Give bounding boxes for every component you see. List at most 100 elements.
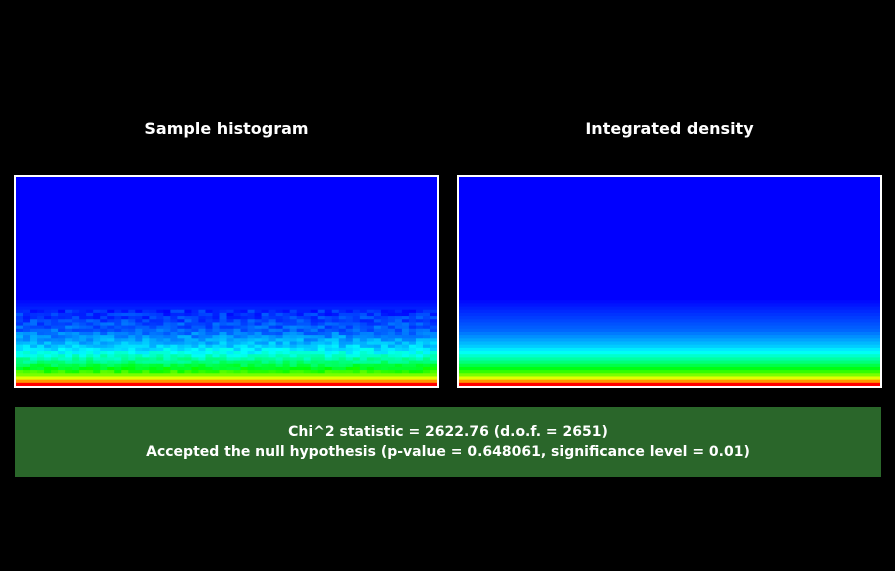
heatmap-cell	[72, 331, 80, 336]
heatmap-cell	[352, 331, 361, 336]
heatmap-cell	[163, 331, 171, 336]
heatmap-cell	[100, 312, 108, 317]
heatmap-cell	[310, 335, 319, 339]
heatmap-cell	[79, 347, 87, 352]
heatmap-cell	[142, 360, 150, 365]
heatmap-cell	[135, 360, 143, 365]
heatmap-cell	[324, 331, 333, 336]
heatmap-cell	[51, 331, 59, 336]
heatmap-cell	[121, 357, 129, 362]
heatmap-cell	[23, 322, 31, 327]
heatmap-cell	[212, 341, 221, 346]
heatmap-cell	[198, 366, 207, 371]
heatmap-cell	[415, 325, 424, 330]
heatmap-cell	[415, 338, 424, 343]
heatmap-cell	[37, 357, 45, 362]
heatmap-cell	[338, 354, 347, 358]
heatmap-cell	[233, 335, 242, 339]
heatmap-row	[459, 306, 880, 311]
heatmap-cell	[303, 331, 312, 336]
chi-square-statistic-text: Chi^2 statistic = 2622.76 (d.o.f. = 2651…	[288, 424, 608, 440]
heatmap-cell	[303, 347, 312, 352]
heatmap-cell	[65, 319, 73, 324]
heatmap-cell	[86, 322, 94, 327]
heatmap-cell	[121, 341, 129, 346]
heatmap-row	[459, 331, 880, 336]
heatmap-cell	[380, 363, 389, 368]
heatmap-cell	[380, 370, 389, 374]
heatmap-cell	[184, 366, 193, 371]
heatmap-cell	[86, 354, 94, 358]
heatmap-cell	[191, 351, 200, 355]
heatmap-cell	[247, 319, 256, 324]
heatmap-cell	[317, 351, 326, 355]
heatmap-cell	[422, 363, 431, 368]
heatmap-cell	[44, 335, 52, 339]
heatmap-cell	[212, 354, 221, 358]
heatmap-cell	[135, 363, 143, 368]
heatmap-cell	[268, 360, 277, 365]
heatmap-cell	[247, 351, 256, 355]
heatmap-cell	[247, 309, 256, 314]
heatmap-cell	[289, 357, 298, 362]
heatmap-cell	[205, 309, 214, 314]
heatmap-cell	[79, 319, 87, 324]
heatmap-cell	[198, 319, 207, 324]
heatmap-cell	[233, 347, 242, 352]
sample-histogram-canvas	[16, 177, 437, 386]
heatmap-cell	[58, 366, 66, 371]
heatmap-cell	[93, 328, 101, 333]
heatmap-cell	[23, 331, 31, 336]
heatmap-cell	[72, 338, 80, 343]
heatmap-cell	[240, 363, 249, 368]
heatmap-cell	[233, 351, 242, 355]
heatmap-cell	[289, 319, 298, 324]
heatmap-row	[459, 319, 880, 324]
heatmap-cell	[373, 338, 382, 343]
heatmap-cell	[205, 360, 214, 365]
heatmap-cell	[149, 331, 157, 336]
heatmap-cell	[310, 322, 319, 327]
heatmap-cell	[121, 354, 129, 358]
heatmap-cell	[387, 344, 396, 349]
heatmap-cell	[58, 351, 66, 355]
heatmap-cell	[415, 370, 424, 374]
heatmap-cell	[37, 319, 45, 324]
heatmap-cell	[100, 316, 108, 320]
heatmap-cell	[44, 354, 52, 358]
heatmap-cell	[114, 347, 122, 352]
heatmap-cell	[23, 309, 31, 314]
heatmap-cell	[268, 357, 277, 362]
heatmap-row	[459, 363, 880, 368]
heatmap-cell	[93, 325, 101, 330]
heatmap-cell	[226, 363, 235, 368]
heatmap-cell	[219, 312, 228, 317]
heatmap-cell	[240, 347, 249, 352]
heatmap-cell	[422, 341, 431, 346]
heatmap-cell	[380, 347, 389, 352]
heatmap-cell	[30, 338, 38, 343]
heatmap-cell	[261, 331, 270, 336]
heatmap-cell	[338, 347, 347, 352]
heatmap-cell	[184, 316, 193, 320]
heatmap-cell	[184, 312, 193, 317]
heatmap-cell	[212, 360, 221, 365]
heatmap-cell	[387, 354, 396, 358]
heatmap-cell	[16, 351, 24, 355]
heatmap-row	[459, 325, 880, 330]
heatmap-cell	[387, 366, 396, 371]
heatmap-cell	[429, 354, 437, 358]
heatmap-cell	[240, 328, 249, 333]
heatmap-cell	[422, 335, 431, 339]
heatmap-cell	[128, 309, 136, 314]
heatmap-cell	[149, 370, 157, 374]
heatmap-cell	[16, 338, 24, 343]
heatmap-cell	[198, 360, 207, 365]
heatmap-cell	[93, 360, 101, 365]
heatmap-cell	[359, 354, 368, 358]
heatmap-cell	[345, 344, 354, 349]
heatmap-cell	[58, 319, 66, 324]
heatmap-cell	[128, 351, 136, 355]
heatmap-cell	[191, 328, 200, 333]
heatmap-cell	[317, 312, 326, 317]
